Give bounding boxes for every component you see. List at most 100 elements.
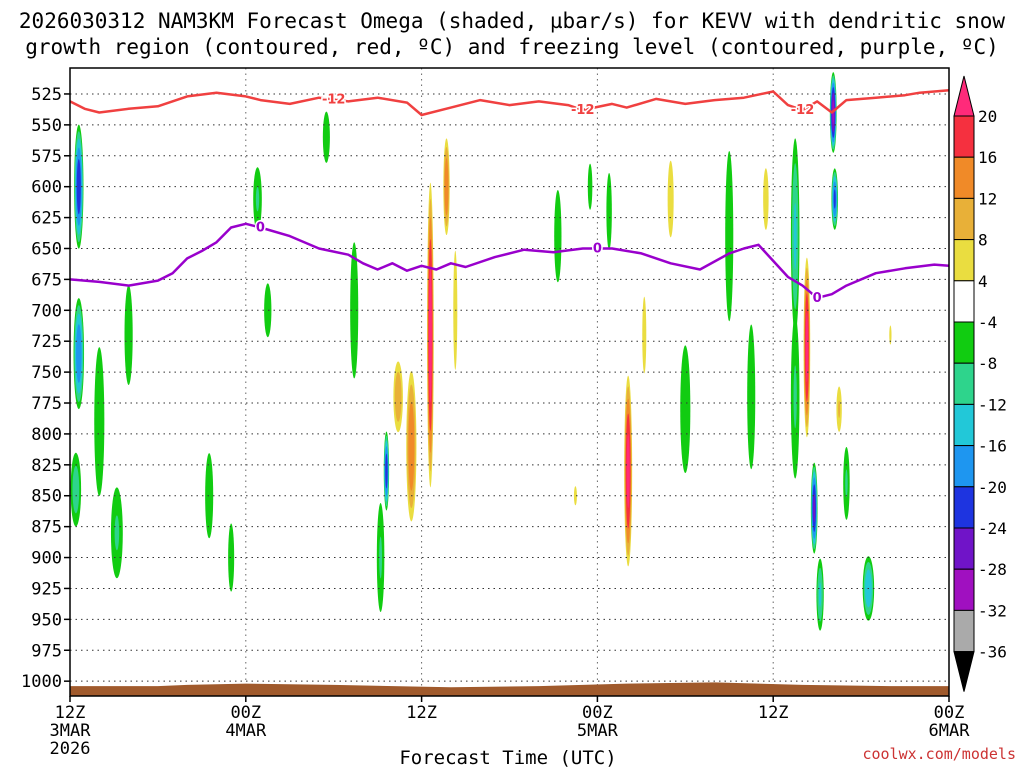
omega-cell xyxy=(831,168,839,230)
omega-band xyxy=(763,168,769,230)
y-tick-label: 650 xyxy=(31,239,62,259)
plot-background xyxy=(70,68,949,696)
omega-cell xyxy=(606,172,612,250)
y-tick-label: 850 xyxy=(31,487,62,507)
omega-band xyxy=(587,163,593,210)
freezing-level-contour-label: 0 xyxy=(256,220,265,235)
y-tick-label: 750 xyxy=(31,363,62,383)
grid-lines xyxy=(70,68,949,696)
omega-cell xyxy=(376,503,385,613)
credit-text: coolwx.com/models xyxy=(862,745,1016,763)
omega-band xyxy=(818,582,822,607)
omega-band xyxy=(833,189,836,209)
y-tick-label: 600 xyxy=(31,178,62,198)
omega-band xyxy=(76,324,82,383)
omega-cell xyxy=(94,347,105,497)
omega-cell xyxy=(70,452,82,527)
colorbar-label: 20 xyxy=(978,107,997,126)
colorbar-label: -36 xyxy=(978,643,1007,662)
omega-band xyxy=(889,325,892,345)
colorbar-label: 12 xyxy=(978,189,997,208)
y-tick-label: 925 xyxy=(31,579,62,599)
colorbar-segment xyxy=(953,568,975,611)
x-tick-label: 00Z xyxy=(582,703,613,723)
x-tick-label: 2026 xyxy=(50,739,91,759)
omega-band xyxy=(573,486,577,506)
y-tick-label: 975 xyxy=(31,641,62,661)
omega-band xyxy=(444,158,449,216)
colorbar-label: -12 xyxy=(978,395,1007,414)
freezing-level-contour-label: 0 xyxy=(593,241,602,256)
omega-band xyxy=(606,172,612,250)
omega-cell xyxy=(587,163,593,210)
omega-band xyxy=(747,324,756,470)
omega-cell xyxy=(124,285,133,385)
colorbar-segment xyxy=(953,486,975,529)
omega-cell xyxy=(573,486,577,506)
omega-band xyxy=(725,150,734,322)
colorbar-segment xyxy=(953,115,975,158)
omega-band xyxy=(72,465,80,514)
freezing-level-contour xyxy=(69,222,950,300)
omega-band xyxy=(793,202,797,270)
omega-band xyxy=(255,186,260,212)
dgz-contour xyxy=(69,89,950,117)
omega-band xyxy=(428,267,432,403)
colorbar-label: -24 xyxy=(978,519,1007,538)
omega-cell xyxy=(810,462,818,554)
colorbar-label: -28 xyxy=(978,560,1007,579)
y-tick-label: 950 xyxy=(31,610,62,630)
y-tick-label: 900 xyxy=(31,549,62,569)
omega-band xyxy=(845,469,848,498)
omega-cell xyxy=(443,138,450,236)
omega-cell xyxy=(667,160,674,238)
colorbar-segment xyxy=(953,403,975,447)
omega-band xyxy=(76,159,81,215)
colorbar-segment xyxy=(953,156,975,199)
x-axis-label: Forecast Time (UTC) xyxy=(399,747,616,768)
colorbar-segment xyxy=(953,609,975,653)
omega-cell xyxy=(393,361,403,433)
colorbar-label: -16 xyxy=(978,437,1007,456)
omega-band xyxy=(114,515,120,551)
omega-band xyxy=(408,401,415,491)
omega-band xyxy=(813,494,816,523)
omega-cell xyxy=(725,150,734,322)
y-tick-label: 700 xyxy=(31,301,62,321)
y-tick-label: 1000 xyxy=(21,672,62,692)
omega-cell xyxy=(554,190,562,283)
omega-band xyxy=(680,345,691,474)
freezing-level-contour-label: 0 xyxy=(813,291,822,306)
colorbar-segment xyxy=(953,197,975,241)
omega-field xyxy=(70,72,892,631)
omega-band xyxy=(264,283,272,338)
y-tick-label: 575 xyxy=(31,147,62,167)
omega-band xyxy=(205,453,214,539)
colorbar-label: -20 xyxy=(978,478,1007,497)
omega-band xyxy=(94,347,105,497)
omega-cell xyxy=(383,431,390,511)
omega-band xyxy=(642,296,647,374)
omega-band xyxy=(793,365,797,429)
y-tick-label: 725 xyxy=(31,332,62,352)
omega-band xyxy=(350,242,359,379)
omega-cell xyxy=(264,283,272,338)
omega-cell xyxy=(803,257,811,438)
omega-cell xyxy=(406,371,417,522)
dgz-contour-label: -12 xyxy=(571,103,595,118)
y-tick-label: 525 xyxy=(31,85,62,105)
omega-cell xyxy=(642,296,647,374)
chart-title-line1: 2026030312 NAM3KM Forecast Omega (shaded… xyxy=(19,9,1006,33)
y-tick-label: 625 xyxy=(31,209,62,229)
x-tick-label: 12Z xyxy=(55,703,86,723)
omega-cell xyxy=(322,111,330,163)
omega-cell xyxy=(110,487,123,579)
omega-cell xyxy=(624,375,633,567)
omega-cell xyxy=(790,315,800,479)
colorbar-cap-top xyxy=(953,75,975,117)
colorbar-cap-bottom xyxy=(953,651,975,692)
colorbar-segment xyxy=(953,280,975,323)
ground-surface xyxy=(70,682,949,696)
